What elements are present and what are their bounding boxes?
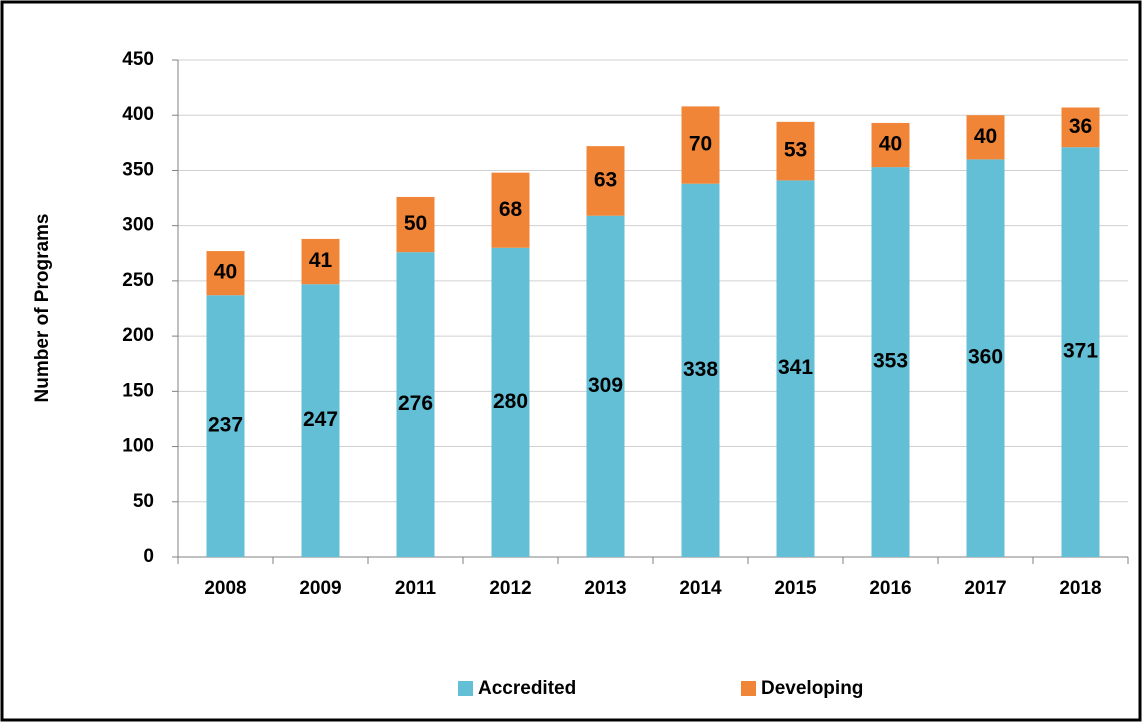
x-tick-label: 2015 <box>774 578 817 599</box>
bar-segment <box>681 183 720 557</box>
legend-label: Accredited <box>478 678 576 699</box>
data-label: 70 <box>689 133 712 156</box>
bar-segment <box>871 122 910 168</box>
bar-segment <box>206 295 245 557</box>
data-label: 40 <box>974 125 997 148</box>
data-label: 40 <box>879 133 902 156</box>
data-label: 341 <box>778 356 813 379</box>
bar-segment <box>1061 147 1100 558</box>
bar-segment <box>301 284 340 557</box>
data-label: 40 <box>214 261 237 284</box>
y-tick-label: 250 <box>122 270 154 291</box>
x-tick-label: 2009 <box>299 578 341 599</box>
y-tick-label: 300 <box>122 215 154 236</box>
y-tick-label: 100 <box>122 436 154 457</box>
bar-segment <box>586 215 625 557</box>
y-tick-label: 0 <box>143 546 154 567</box>
x-tick-label: 2018 <box>1059 578 1101 599</box>
y-tick-label: 200 <box>122 325 154 346</box>
bar-segment <box>586 146 625 216</box>
legend-swatch <box>741 681 756 696</box>
y-tick-label: 350 <box>122 159 154 180</box>
x-tick-label: 2014 <box>679 578 722 599</box>
x-tick-label: 2008 <box>204 578 246 599</box>
bar-segment <box>301 238 340 285</box>
data-label: 247 <box>303 408 338 431</box>
bar-segment <box>871 167 910 557</box>
bar-segment <box>966 115 1005 160</box>
data-label: 280 <box>493 390 528 413</box>
x-tick-label: 2016 <box>869 578 911 599</box>
y-axis-title: Number of Programs <box>32 214 53 403</box>
x-tick-label: 2012 <box>489 578 531 599</box>
y-tick-label: 450 <box>122 49 154 70</box>
bar-segment <box>1061 107 1100 148</box>
data-label: 68 <box>499 198 523 221</box>
data-label: 309 <box>588 374 623 397</box>
data-label: 276 <box>398 392 433 415</box>
y-tick-label: 50 <box>133 491 154 512</box>
data-label: 360 <box>968 346 1003 369</box>
bar-segment <box>681 106 720 184</box>
bar-segment <box>776 121 815 181</box>
data-label: 53 <box>784 139 807 162</box>
x-tick-label: 2013 <box>584 578 626 599</box>
bar-segment <box>776 180 815 557</box>
x-tick-label: 2011 <box>395 578 437 599</box>
bar-segment <box>491 172 530 248</box>
legend-swatch <box>458 681 473 696</box>
data-label: 36 <box>1069 115 1092 138</box>
bar-segment <box>396 196 435 253</box>
x-tick-label: 2017 <box>964 578 1006 599</box>
data-label: 237 <box>208 414 243 437</box>
data-label: 50 <box>404 212 427 235</box>
bar-segment <box>491 247 530 557</box>
bar-segment <box>966 159 1005 557</box>
bar-segment <box>396 252 435 557</box>
y-tick-label: 150 <box>122 380 154 401</box>
legend-label: Developing <box>761 678 863 699</box>
data-label: 371 <box>1063 340 1098 363</box>
bar-segment <box>206 251 245 296</box>
data-label: 338 <box>683 358 718 381</box>
data-label: 353 <box>873 350 908 373</box>
data-label: 41 <box>309 249 333 272</box>
data-label: 63 <box>594 168 617 191</box>
y-tick-label: 400 <box>122 104 154 125</box>
